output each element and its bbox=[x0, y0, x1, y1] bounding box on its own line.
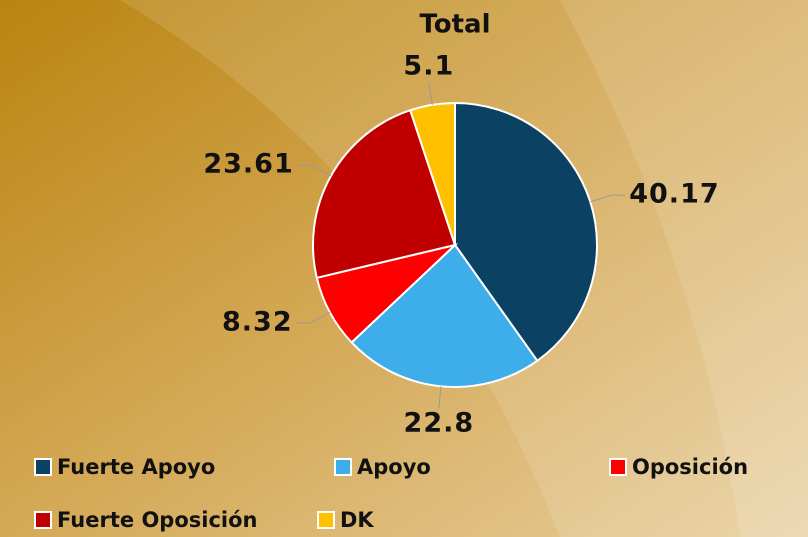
background-swoosh bbox=[560, 0, 808, 537]
legend-swatch bbox=[34, 511, 52, 529]
legend-label: Fuerte Oposición bbox=[57, 508, 257, 532]
legend-label: DK bbox=[340, 508, 374, 532]
data-label: 23.61 bbox=[203, 149, 293, 180]
legend-label: Fuerte Apoyo bbox=[57, 455, 215, 479]
leader-line bbox=[297, 164, 332, 177]
legend-label: Apoyo bbox=[357, 455, 431, 479]
data-label: 22.8 bbox=[404, 408, 475, 439]
legend-swatch bbox=[334, 458, 352, 476]
legend-label: Oposición bbox=[632, 455, 748, 479]
data-label: 8.32 bbox=[222, 306, 293, 337]
pie-slice bbox=[409, 101, 456, 246]
pie-slice bbox=[350, 243, 539, 388]
pie-slice bbox=[312, 108, 457, 280]
leader-line bbox=[438, 386, 442, 409]
leader-line bbox=[590, 194, 626, 203]
legend-swatch bbox=[609, 458, 627, 476]
legend-swatch bbox=[34, 458, 52, 476]
chart-title: Total bbox=[419, 10, 490, 40]
legend-swatch bbox=[317, 511, 335, 529]
data-label: 40.17 bbox=[629, 179, 719, 210]
pie-slice bbox=[454, 101, 598, 363]
data-label: 5.1 bbox=[403, 51, 454, 82]
leader-line bbox=[296, 311, 331, 324]
leader-line bbox=[428, 83, 433, 105]
